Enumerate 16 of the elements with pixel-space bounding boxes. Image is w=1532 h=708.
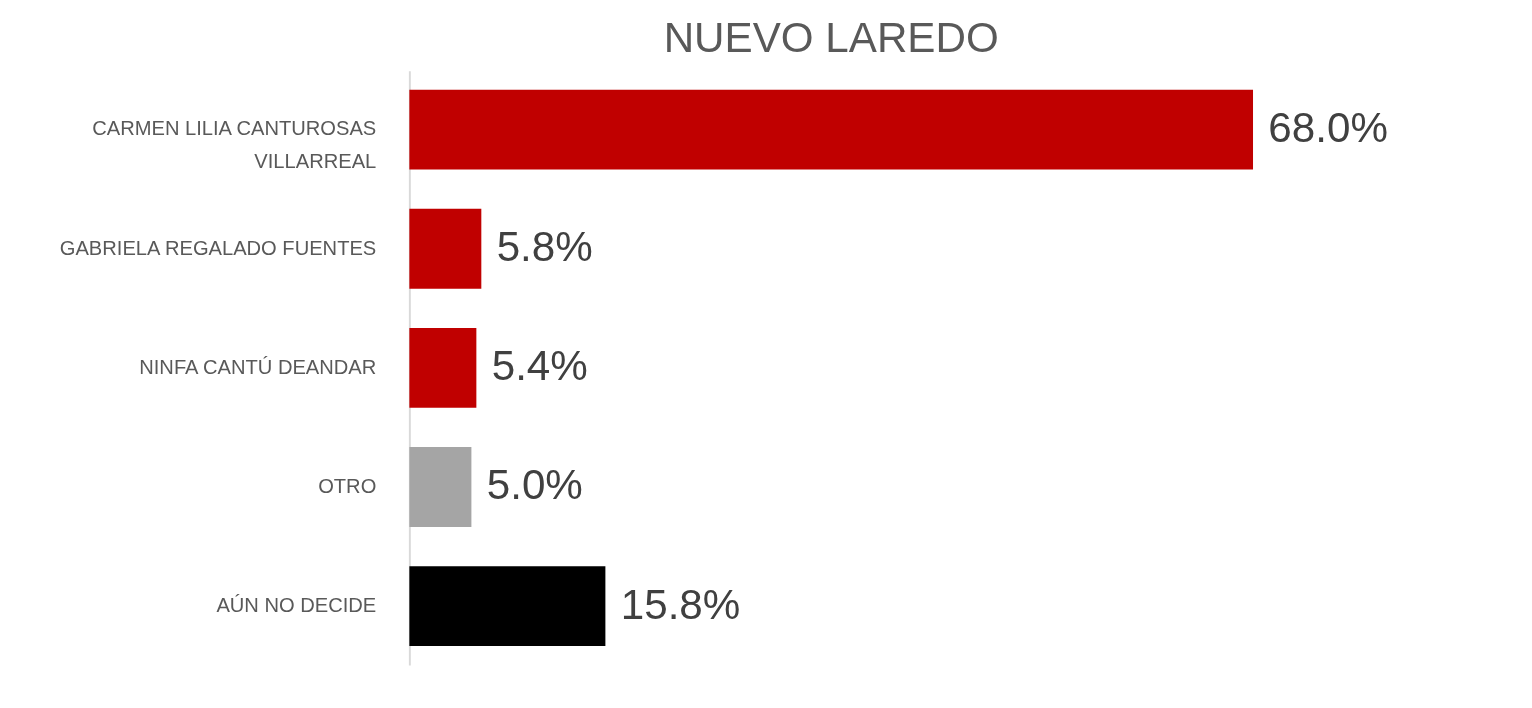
data-label: 15.8% <box>620 580 741 628</box>
bar <box>409 447 472 527</box>
bar <box>409 208 482 289</box>
y-tick-label: CARMEN LILIA CANTUROSAS VILLARREAL <box>92 117 377 172</box>
bar <box>409 327 477 408</box>
chart-title: NUEVO LAREDO <box>663 14 999 62</box>
data-label: 68.0% <box>1268 104 1388 152</box>
y-tick-label: NINFA CANTÚ DEANDAR <box>139 355 377 378</box>
data-label: 5.4% <box>491 342 588 390</box>
data-label: 5.8% <box>496 223 593 271</box>
data-label: 5.0% <box>486 461 583 509</box>
y-tick-label: OTRO <box>318 474 377 497</box>
bar <box>409 89 1254 170</box>
y-tick-label: AÚN NO DECIDE <box>216 593 377 616</box>
bar <box>409 566 606 647</box>
y-tick-label: GABRIELA REGALADO FUENTES <box>59 236 377 259</box>
